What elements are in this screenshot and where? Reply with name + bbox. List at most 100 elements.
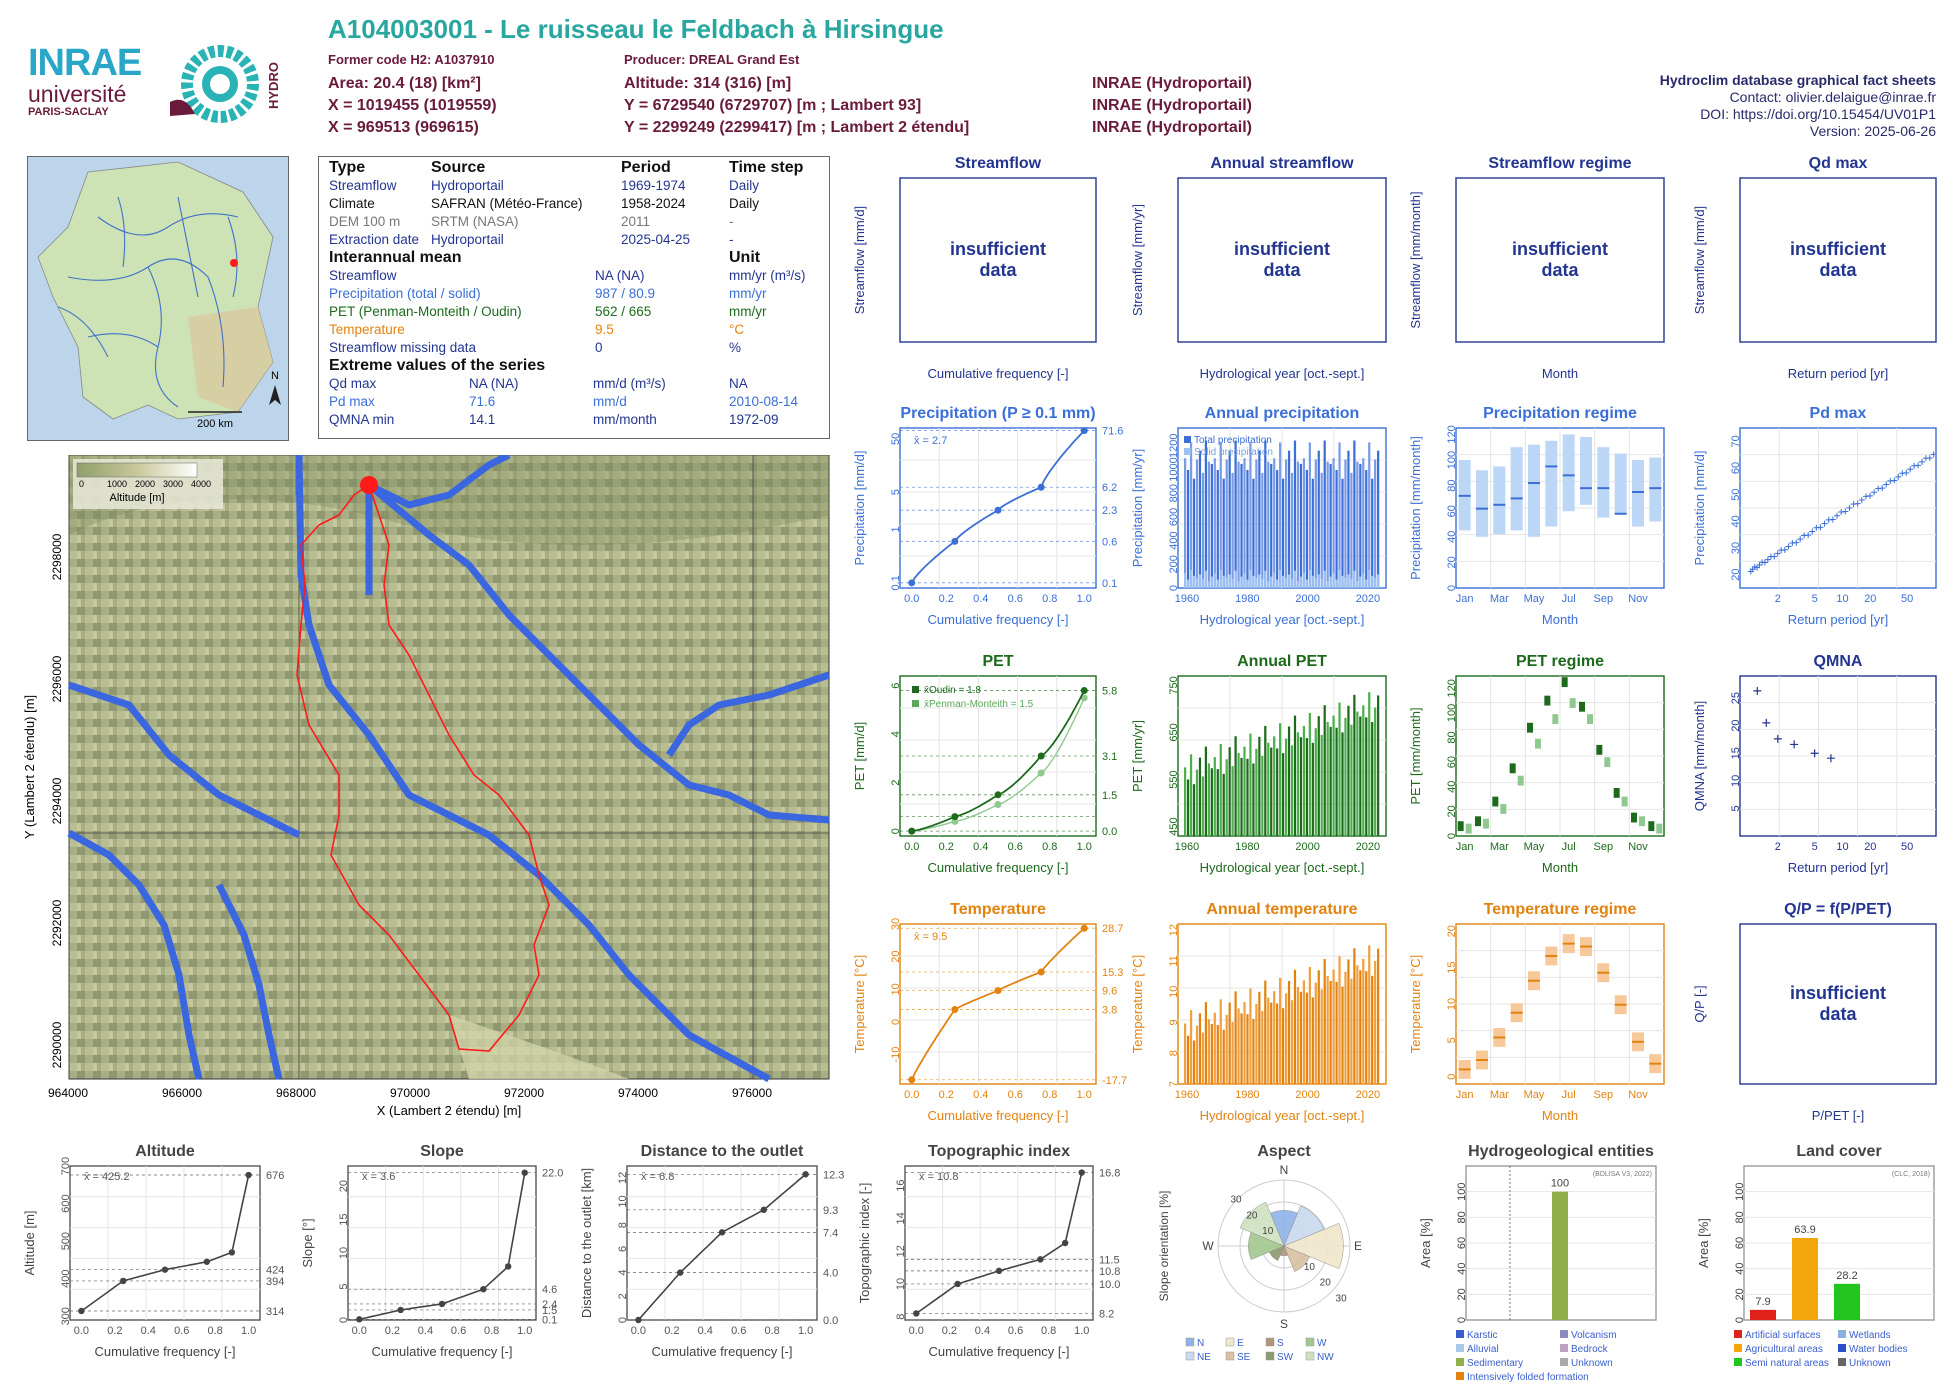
- annual-bar: [1210, 1024, 1213, 1084]
- annual-bar: [1329, 726, 1332, 836]
- legend-label: Agricultural areas: [1745, 1344, 1823, 1355]
- map-x-tick: 976000: [732, 1086, 772, 1100]
- annual-bar: [1267, 997, 1270, 1084]
- legend-label: Sedimentary: [1467, 1358, 1523, 1369]
- y-tick: 70: [1730, 435, 1742, 447]
- landcover-bar: [1750, 1309, 1776, 1320]
- chart-y-label: Temperature [°C]: [852, 955, 867, 1053]
- legend-swatch: [1184, 448, 1191, 455]
- area: Area: 20.4 (18) [km²]: [328, 75, 481, 92]
- chart-pet_cdf: PET Cumulative frequency [-] PET [mm/d] 0.0…: [852, 653, 1117, 875]
- annual-bar: [1201, 776, 1205, 836]
- y-tick: 40: [1730, 515, 1742, 527]
- pd-max-point: [1930, 451, 1937, 458]
- annual-bar: [1368, 442, 1371, 588]
- map-y-tick: 2292000: [50, 899, 64, 946]
- cdf-point: [908, 827, 916, 835]
- source-3: INRAE (Hydroportail): [1092, 119, 1252, 136]
- y-tick: 60: [1730, 462, 1742, 474]
- annual-bar: [1314, 982, 1317, 1084]
- solid-precip-bar: [1207, 581, 1210, 588]
- chart-qmna: QMNA Return period [yr] QMNA [mm/month] 5 10…: [1692, 653, 1937, 875]
- cdf-point: [951, 1006, 959, 1014]
- source-note: (CLC, 2018): [1892, 1171, 1930, 1178]
- cdf-point: [951, 817, 959, 825]
- y-tick: 8: [1168, 1050, 1180, 1056]
- solid-precip-bar: [1186, 579, 1190, 588]
- chart-x-label: Cumulative frequency [-]: [929, 1344, 1070, 1359]
- y-tick: 40: [1734, 1263, 1746, 1275]
- outlet-marker: [360, 476, 378, 494]
- chart-annual_temp: Annual temperature Hydrological year [oct…: [1130, 901, 1387, 1123]
- y-tick: 0: [890, 1019, 902, 1025]
- map-y-label: Y (Lambert 2 étendu) [m]: [22, 695, 37, 839]
- fact-sheet-credits: Hydroclim database graphical fact sheets…: [1660, 72, 1936, 140]
- annual-bar: [1371, 478, 1374, 588]
- annual-bar: [1308, 712, 1311, 836]
- chart-temp_cdf: Temperature Cumulative frequency [-] Tempe…: [852, 901, 1127, 1123]
- chart-frame: [1739, 923, 1937, 1085]
- x-tick: 1980: [1235, 593, 1259, 605]
- credits-contact[interactable]: Contact: olivier.delaigue@inrae.fr: [1729, 89, 1936, 105]
- annual-bar: [1237, 752, 1240, 836]
- chart-y-label: Q/P [-]: [1692, 985, 1707, 1022]
- x-tick: 0.6: [451, 1325, 466, 1337]
- qmna-point: [1773, 734, 1782, 743]
- solid-precip-bar: [1290, 578, 1294, 588]
- producer: Producer: DREAL Grand Est: [624, 52, 800, 67]
- annual-bar: [1213, 1012, 1216, 1084]
- solid-precip-bar: [1347, 574, 1350, 588]
- legend-swatch: [1185, 1351, 1195, 1361]
- credits-version: Version: 2025-06-26: [1809, 123, 1936, 139]
- annual-bar: [1317, 970, 1320, 1084]
- x-tick: 0.2: [942, 1325, 957, 1337]
- right-value-label: 16.8: [1099, 1168, 1120, 1180]
- annual-bar: [1258, 450, 1261, 588]
- right-value-label: 676: [266, 1170, 284, 1182]
- y-tick: 650: [1168, 723, 1180, 741]
- y-tick: 30: [1730, 542, 1742, 554]
- chart-y-label: Area [%]: [1418, 1218, 1433, 1268]
- legend-swatch: [912, 686, 919, 693]
- annual-bar: [1314, 459, 1317, 588]
- annual-bar: [1210, 463, 1213, 588]
- annual-bar: [1371, 975, 1374, 1084]
- x-tick: 0.2: [939, 593, 954, 605]
- regime-box-oudin: [1457, 821, 1464, 832]
- annual-bar: [1186, 779, 1190, 836]
- annual-bar: [1228, 1002, 1231, 1084]
- y-tick: 50: [890, 433, 902, 445]
- annual-bar: [1186, 1035, 1190, 1084]
- annual-bar: [1341, 986, 1344, 1084]
- chart-title: Annual PET: [1237, 653, 1327, 670]
- annual-bar: [1308, 442, 1311, 588]
- right-value-label: 28.7: [1102, 923, 1123, 935]
- chart-frame: [69, 1165, 261, 1321]
- x-tick: Nov: [1628, 593, 1648, 605]
- pd-max-point: [1809, 528, 1816, 535]
- chart-y-label: Slope [°]: [300, 1218, 315, 1267]
- credits-doi[interactable]: DOI: https://doi.org/10.15454/UV01P1: [1700, 106, 1936, 122]
- y-tick: 0: [1446, 585, 1458, 591]
- chart-x-label: Month: [1542, 1108, 1578, 1123]
- regime-box-pm: [1587, 714, 1593, 724]
- x-tick: 2020: [1356, 841, 1380, 853]
- solid-precip-bar: [1356, 581, 1359, 588]
- regime-box-pm: [1465, 823, 1472, 834]
- legend-label: Karstic: [1467, 1330, 1498, 1341]
- y-tick: 15: [338, 1213, 350, 1225]
- chart-title: Streamflow regime: [1488, 155, 1631, 172]
- y-tick: 0: [1734, 1317, 1746, 1323]
- map-x-tick: 964000: [48, 1086, 88, 1100]
- annual-bar: [1326, 461, 1329, 588]
- mean-row: Streamflow NA (NA) mm/yr (m³/s): [329, 268, 806, 283]
- chart-x-label: Cumulative frequency [-]: [928, 860, 1069, 875]
- annual-bar: [1362, 705, 1365, 836]
- annual-bar: [1296, 986, 1300, 1084]
- chart-title: Streamflow: [955, 155, 1042, 172]
- annual-bar: [1279, 442, 1282, 588]
- y-tick: 60: [1446, 756, 1458, 768]
- pd-max-point: [1805, 532, 1812, 539]
- map-y-tick: 2294000: [50, 777, 64, 824]
